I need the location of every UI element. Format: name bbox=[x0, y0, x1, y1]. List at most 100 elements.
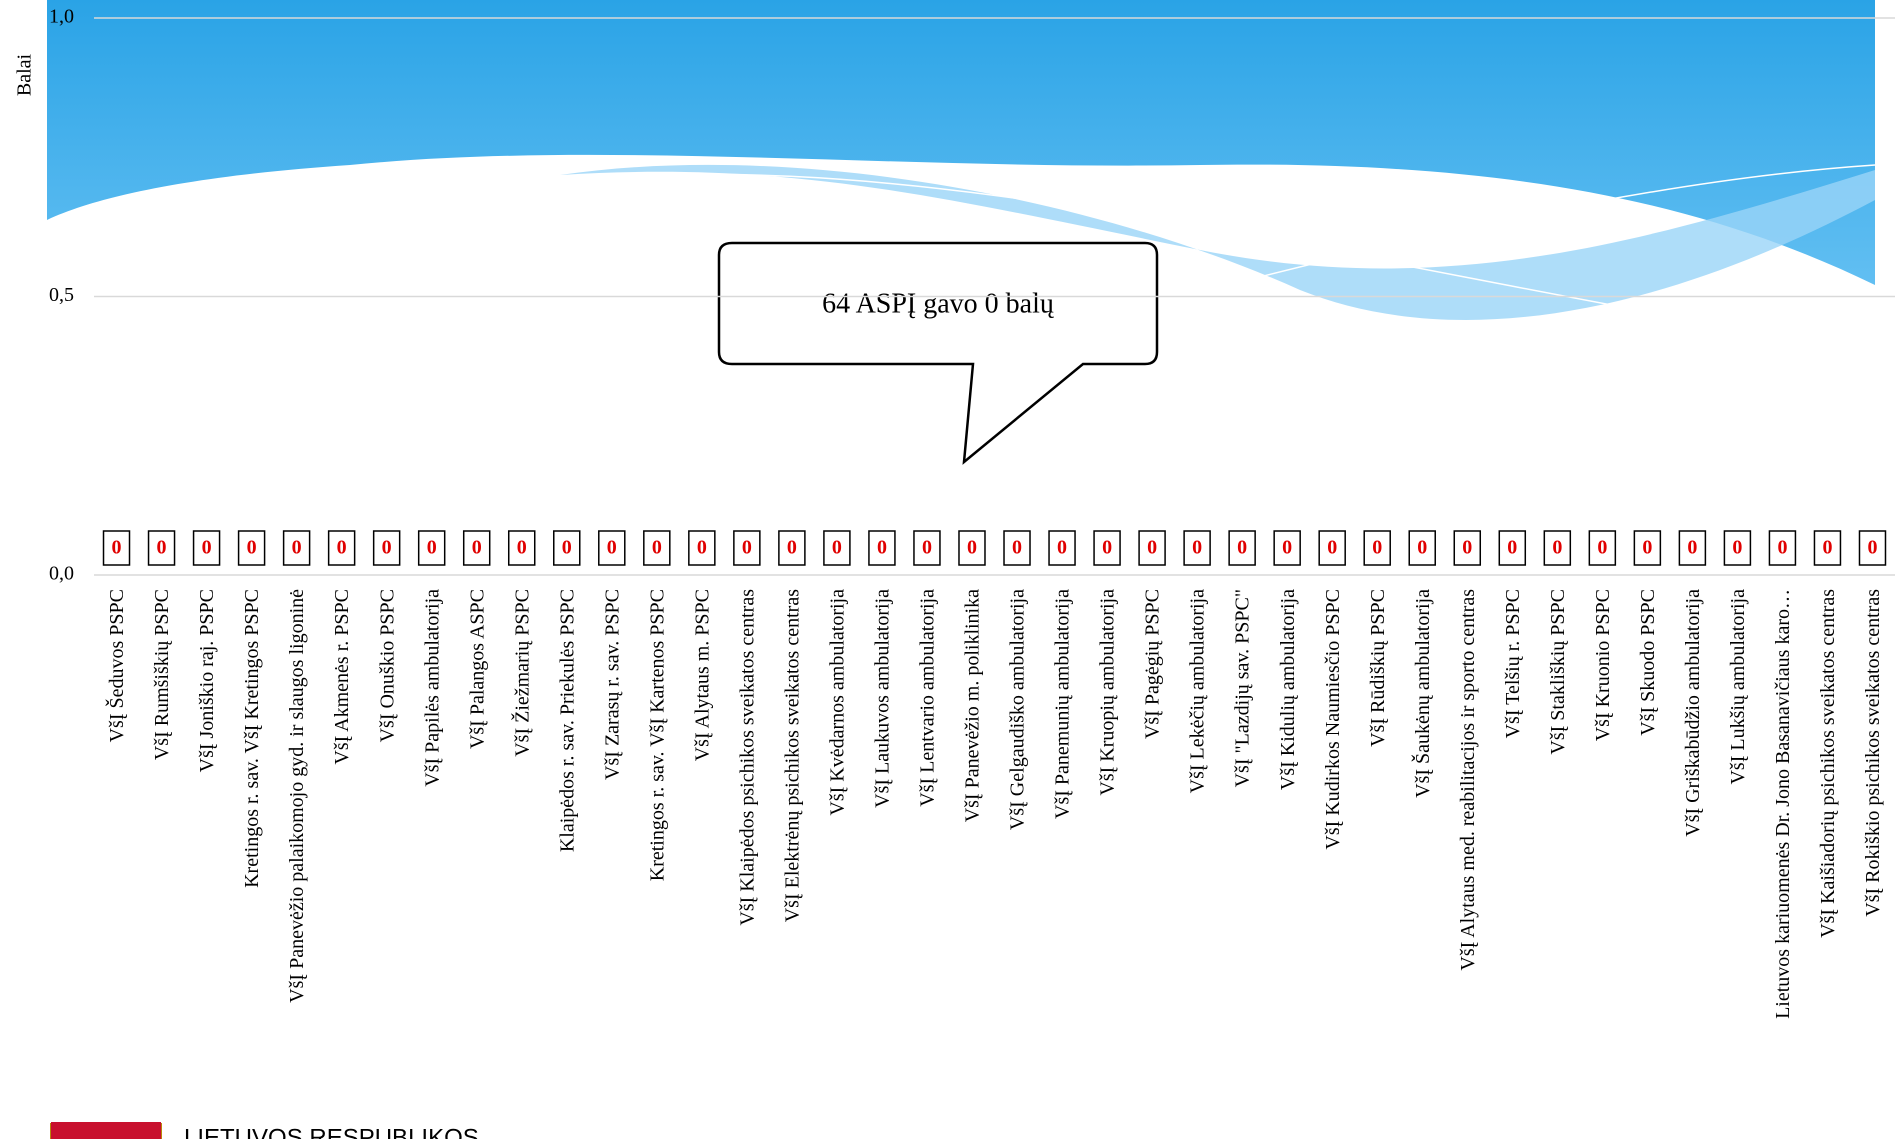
x-tick-label: VšĮ Elektrėnų psichikos sveikatos centra… bbox=[781, 589, 803, 922]
value-label: 0 bbox=[1462, 537, 1472, 559]
value-label-box bbox=[1858, 530, 1887, 566]
value-label-box bbox=[192, 530, 221, 566]
x-tick-label: Kretingos r. sav. VšĮ Kartenos PSPC bbox=[646, 589, 668, 881]
x-tick-label: VšĮ Skuodo PSPC bbox=[1637, 589, 1659, 736]
value-label: 0 bbox=[1012, 537, 1022, 559]
logo-shield bbox=[51, 1122, 161, 1139]
value-label-box bbox=[1003, 530, 1031, 566]
value-label: 0 bbox=[697, 537, 707, 559]
value-label-box bbox=[1138, 530, 1166, 566]
x-tick-label: VšĮ Klaipėdos psichikos sveikatos centra… bbox=[736, 589, 758, 926]
value-label: 0 bbox=[337, 537, 347, 559]
value-label-box bbox=[1093, 530, 1121, 566]
value-label: 0 bbox=[1597, 537, 1607, 559]
x-tick-label: VšĮ "Lazdijų sav. PSPC" bbox=[1232, 589, 1254, 787]
value-label-box bbox=[102, 530, 131, 566]
value-label: 0 bbox=[112, 537, 122, 559]
y-tick-label: 1,0 bbox=[49, 6, 74, 28]
value-label-box bbox=[958, 530, 986, 566]
value-label: 0 bbox=[1282, 537, 1292, 559]
value-label: 0 bbox=[562, 537, 572, 559]
x-tick-label: VšĮ Kaišiadorių psichikos sveikatos cent… bbox=[1817, 589, 1839, 938]
x-tick-label: VšĮ Šaukėnų ambulatorija bbox=[1410, 589, 1434, 798]
value-label-box bbox=[913, 530, 941, 566]
annotation: 64 ASPĮ gavo 0 balų bbox=[822, 288, 1055, 319]
value-label-box bbox=[282, 530, 311, 566]
background-wave bbox=[47, 0, 1876, 326]
value-label-box bbox=[462, 530, 491, 566]
value-label-box bbox=[598, 530, 626, 566]
value-label: 0 bbox=[157, 537, 167, 559]
value-label: 0 bbox=[1102, 537, 1112, 559]
x-tick-label: VšĮ Lentvario ambulatorija bbox=[917, 589, 939, 807]
value-label-box bbox=[553, 530, 581, 566]
value-label: 0 bbox=[1192, 537, 1202, 559]
value-label: 0 bbox=[1732, 537, 1742, 559]
x-tick-label: VšĮ Panevėžio m. poliklinika bbox=[962, 589, 984, 822]
value-label: 0 bbox=[1327, 537, 1337, 559]
value-label: 0 bbox=[517, 537, 527, 559]
value-label: 0 bbox=[832, 537, 842, 559]
value-label-box bbox=[1048, 530, 1076, 566]
value-label: 0 bbox=[1777, 537, 1787, 559]
x-tick-label: VšĮ Gelgaudiško ambulatorija bbox=[1007, 589, 1029, 830]
value-label-box bbox=[417, 530, 446, 566]
x-tick-label: Kretingos r. sav. VšĮ Kretingos PSPC bbox=[241, 589, 263, 888]
value-label: 0 bbox=[202, 537, 212, 559]
value-label-box bbox=[1543, 530, 1572, 566]
value-label: 0 bbox=[1822, 537, 1832, 559]
value-label: 0 bbox=[1057, 537, 1067, 559]
x-tick-label: VšĮ Rokiškio psichikos sveikatos centras bbox=[1862, 589, 1884, 917]
value-label: 0 bbox=[967, 537, 977, 559]
value-label: 0 bbox=[1147, 537, 1157, 559]
y-tick-label: 0,5 bbox=[49, 284, 74, 306]
x-tick-label: VšĮ Rūdiškių PSPC bbox=[1367, 589, 1389, 747]
value-label-box bbox=[1723, 530, 1752, 566]
x-tick-label: VšĮ Alytaus m. PSPC bbox=[691, 589, 713, 761]
value-label: 0 bbox=[1687, 537, 1697, 559]
value-label-box bbox=[1588, 530, 1617, 566]
value-label-box bbox=[823, 530, 851, 566]
x-tick-label: VšĮ Akmenės r. PSPC bbox=[331, 589, 353, 765]
value-label-box bbox=[1273, 530, 1301, 566]
value-label-box bbox=[1318, 530, 1346, 566]
value-label-box bbox=[237, 530, 266, 566]
x-tick-label: VšĮ Onuškio PSPC bbox=[376, 589, 398, 742]
value-label: 0 bbox=[1507, 537, 1517, 559]
value-label: 0 bbox=[877, 537, 887, 559]
value-label-box bbox=[778, 530, 806, 566]
value-label: 0 bbox=[247, 537, 257, 559]
x-tick-label: Lietuvos kariuomenės Dr. Jono Basanaviči… bbox=[1772, 589, 1794, 1019]
value-label-box bbox=[1228, 530, 1256, 566]
value-label-box bbox=[1408, 530, 1436, 566]
x-tick-label: VšĮ Alytaus med. reabilitacijos ir sport… bbox=[1457, 589, 1479, 971]
value-label: 0 bbox=[292, 537, 302, 559]
x-tick-label: VšĮ Panemunių ambulatorija bbox=[1052, 589, 1074, 819]
value-label: 0 bbox=[472, 537, 482, 559]
x-tick-label: VšĮ Zarasų r. sav. PSPC bbox=[601, 589, 623, 780]
value-label: 0 bbox=[1417, 537, 1427, 559]
x-tick-label: VšĮ Lukšių ambulatorija bbox=[1727, 589, 1749, 785]
value-label-box bbox=[1498, 530, 1527, 566]
value-label-box bbox=[868, 530, 896, 566]
callout: 64 ASPĮ gavo 0 balų bbox=[717, 241, 1159, 465]
x-tick-label: VšĮ Rumšiškių PSPC bbox=[151, 589, 173, 760]
value-label: 0 bbox=[1642, 537, 1652, 559]
x-tick-label: VšĮ Panevėžio palaikomojo gyd. ir slaugo… bbox=[286, 589, 308, 1003]
value-label-box bbox=[372, 530, 401, 566]
value-label: 0 bbox=[787, 537, 797, 559]
value-label: 0 bbox=[652, 537, 662, 559]
value-label: 0 bbox=[382, 537, 392, 559]
x-tick-label: VšĮ Griškabūdžio ambulatorija bbox=[1682, 589, 1704, 837]
value-label-box bbox=[733, 530, 761, 566]
value-label: 0 bbox=[1867, 537, 1877, 559]
x-tick-label: VšĮ Kidulių ambulatorija bbox=[1277, 589, 1299, 790]
value-label: 0 bbox=[922, 537, 932, 559]
x-tick-label: VšĮ Žiežmarių PSPC bbox=[510, 589, 533, 757]
value-label-box bbox=[1453, 530, 1482, 566]
x-tick-label: VšĮ Kvėdarnos ambulatorija bbox=[827, 589, 849, 816]
value-label-box bbox=[643, 530, 671, 566]
value-label: 0 bbox=[1372, 537, 1382, 559]
x-tick-label: VšĮ Pagėgių PSPC bbox=[1142, 589, 1164, 739]
